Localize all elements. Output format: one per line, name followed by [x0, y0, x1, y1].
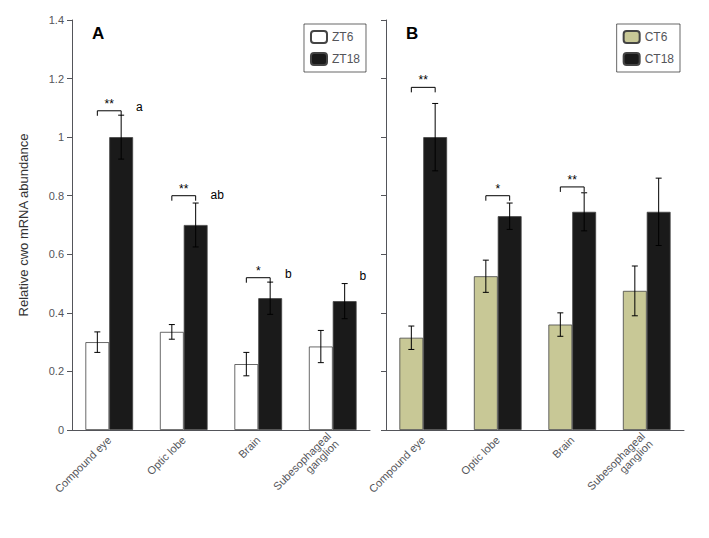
- svg-text:0.2: 0.2: [49, 365, 64, 377]
- svg-text:Compound eye: Compound eye: [366, 434, 427, 495]
- svg-text:*: *: [256, 264, 261, 278]
- svg-text:ab: ab: [211, 188, 225, 202]
- svg-text:CT18: CT18: [645, 52, 675, 66]
- svg-text:1: 1: [58, 131, 64, 143]
- svg-text:Subesophageal: Subesophageal: [270, 429, 334, 493]
- svg-text:b: b: [285, 267, 292, 281]
- svg-text:Optic lobe: Optic lobe: [145, 434, 188, 477]
- svg-text:Relative cwo mRNA abundance: Relative cwo mRNA abundance: [16, 134, 31, 317]
- svg-text:0.6: 0.6: [49, 248, 64, 260]
- svg-text:**: **: [568, 173, 578, 187]
- svg-text:Compound eye: Compound eye: [52, 434, 113, 495]
- svg-text:1.4: 1.4: [49, 14, 64, 26]
- svg-text:Brain: Brain: [550, 434, 577, 461]
- svg-text:ZT6: ZT6: [332, 30, 354, 44]
- svg-text:0: 0: [58, 424, 64, 436]
- svg-text:ganglion: ganglion: [617, 438, 655, 476]
- svg-text:*: *: [495, 182, 500, 196]
- svg-text:0.4: 0.4: [49, 307, 64, 319]
- svg-text:0.8: 0.8: [49, 190, 64, 202]
- svg-text:a: a: [136, 100, 143, 114]
- svg-text:B: B: [406, 24, 418, 43]
- svg-text:ZT18: ZT18: [332, 52, 360, 66]
- svg-text:1.2: 1.2: [49, 73, 64, 85]
- svg-text:Brain: Brain: [236, 434, 263, 461]
- svg-text:**: **: [419, 73, 429, 87]
- svg-text:**: **: [179, 182, 189, 196]
- svg-text:**: **: [105, 97, 115, 111]
- svg-text:CT6: CT6: [645, 30, 668, 44]
- svg-text:ganglion: ganglion: [303, 438, 341, 476]
- svg-text:b: b: [360, 269, 367, 283]
- svg-text:Subesophageal: Subesophageal: [584, 429, 648, 493]
- svg-text:Optic lobe: Optic lobe: [459, 434, 502, 477]
- svg-text:A: A: [92, 24, 104, 43]
